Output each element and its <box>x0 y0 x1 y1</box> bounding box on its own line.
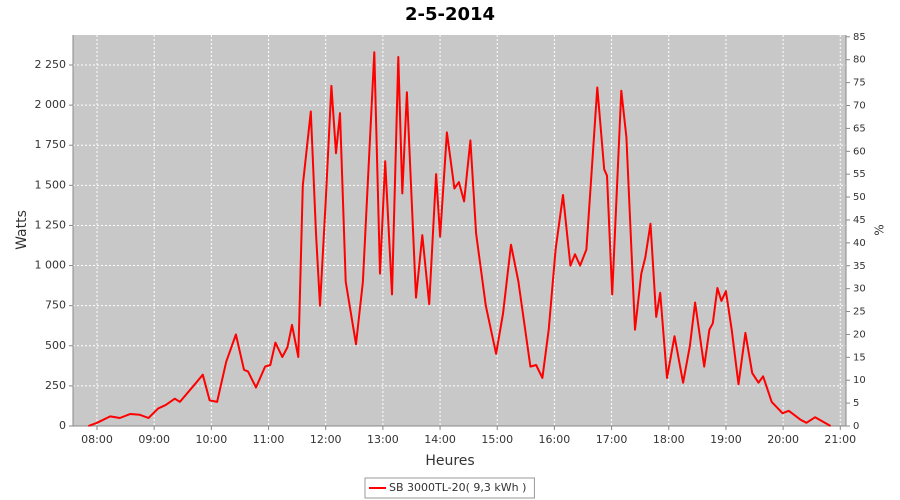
y-tick-label: 1 500 <box>35 178 67 191</box>
x-tick-label: 12:00 <box>310 433 342 446</box>
y-tick-label: 1 250 <box>35 218 67 231</box>
x-axis-label: Heures <box>425 453 474 469</box>
y-tick-label: 0 <box>59 419 66 432</box>
y2-axis-label: % <box>873 224 887 235</box>
y-tick-label: 750 <box>45 299 66 312</box>
x-tick-label: 13:00 <box>367 433 399 446</box>
y2-tick-label: 60 <box>853 146 866 157</box>
y2-tick-label: 0 <box>853 421 859 432</box>
legend-label: SB 3000TL-20( 9,3 kWh ) <box>389 481 526 494</box>
y-tick-label: 250 <box>45 379 66 392</box>
x-tick-label: 08:00 <box>81 433 113 446</box>
y2-tick-label: 80 <box>853 55 866 66</box>
y2-tick-label: 45 <box>853 215 866 226</box>
x-tick-label: 16:00 <box>539 433 571 446</box>
legend: SB 3000TL-20( 9,3 kWh ) <box>364 477 535 499</box>
x-tick-label: 20:00 <box>767 433 799 446</box>
legend-box <box>364 477 535 499</box>
x-tick-label: 10:00 <box>196 433 228 446</box>
y-tick-label: 2 000 <box>35 98 67 111</box>
y-axis-label: Watts <box>14 210 30 250</box>
y2-tick-label: 65 <box>853 123 866 134</box>
y2-tick-label: 75 <box>853 78 866 89</box>
y2-tick-label: 5 <box>853 398 859 409</box>
chart-title: 2-5-2014 <box>405 4 495 25</box>
y2-tick-label: 25 <box>853 307 866 318</box>
x-tick-label: 11:00 <box>253 433 285 446</box>
y2-tick-label: 85 <box>853 32 866 43</box>
x-tick-label: 18:00 <box>653 433 685 446</box>
y-tick-label: 500 <box>45 339 66 352</box>
y-tick-label: 1 750 <box>35 138 67 151</box>
y2-tick-label: 55 <box>853 169 866 180</box>
x-tick-label: 21:00 <box>824 433 856 446</box>
x-tick-label: 09:00 <box>138 433 170 446</box>
y-tick-label: 1 000 <box>35 259 67 272</box>
y2-tick-label: 40 <box>853 238 866 249</box>
y2-tick-label: 35 <box>853 261 866 272</box>
x-tick-label: 15:00 <box>481 433 513 446</box>
y2-tick-label: 10 <box>853 375 866 386</box>
y2-tick-label: 50 <box>853 192 866 203</box>
y2-tick-label: 70 <box>853 101 866 112</box>
y2-tick-label: 15 <box>853 352 866 363</box>
x-tick-label: 17:00 <box>596 433 628 446</box>
y2-tick-label: 30 <box>853 284 866 295</box>
y-tick-label: 2 250 <box>35 58 67 71</box>
x-tick-label: 14:00 <box>424 433 456 446</box>
y2-tick-label: 20 <box>853 329 866 340</box>
plot-background <box>73 35 846 426</box>
x-tick-label: 19:00 <box>710 433 742 446</box>
data-line <box>88 51 832 427</box>
